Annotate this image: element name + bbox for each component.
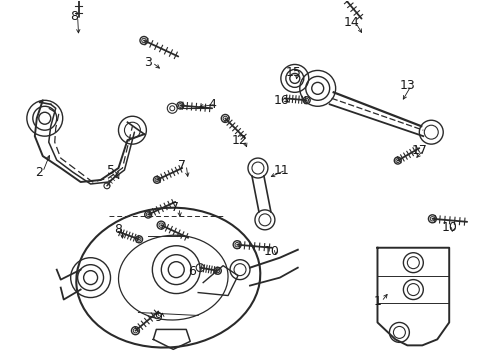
Text: 7: 7	[178, 158, 186, 172]
Text: 6: 6	[188, 265, 196, 278]
Text: 13: 13	[399, 79, 414, 92]
Text: 7: 7	[171, 201, 179, 215]
Text: 5: 5	[106, 163, 114, 176]
Text: 2: 2	[35, 166, 42, 179]
Text: 16: 16	[273, 94, 289, 107]
Text: 8: 8	[114, 223, 122, 236]
Text: 10: 10	[440, 221, 456, 234]
Text: 8: 8	[69, 10, 78, 23]
Text: 10: 10	[264, 245, 279, 258]
Text: 17: 17	[410, 144, 427, 157]
Text: 3: 3	[144, 56, 152, 69]
Text: 9: 9	[154, 311, 162, 324]
Text: 12: 12	[232, 134, 247, 147]
Text: 14: 14	[343, 16, 359, 29]
Text: 15: 15	[285, 66, 301, 79]
Text: 11: 11	[273, 163, 289, 176]
Text: 4: 4	[208, 98, 216, 111]
Text: 1: 1	[373, 295, 381, 308]
